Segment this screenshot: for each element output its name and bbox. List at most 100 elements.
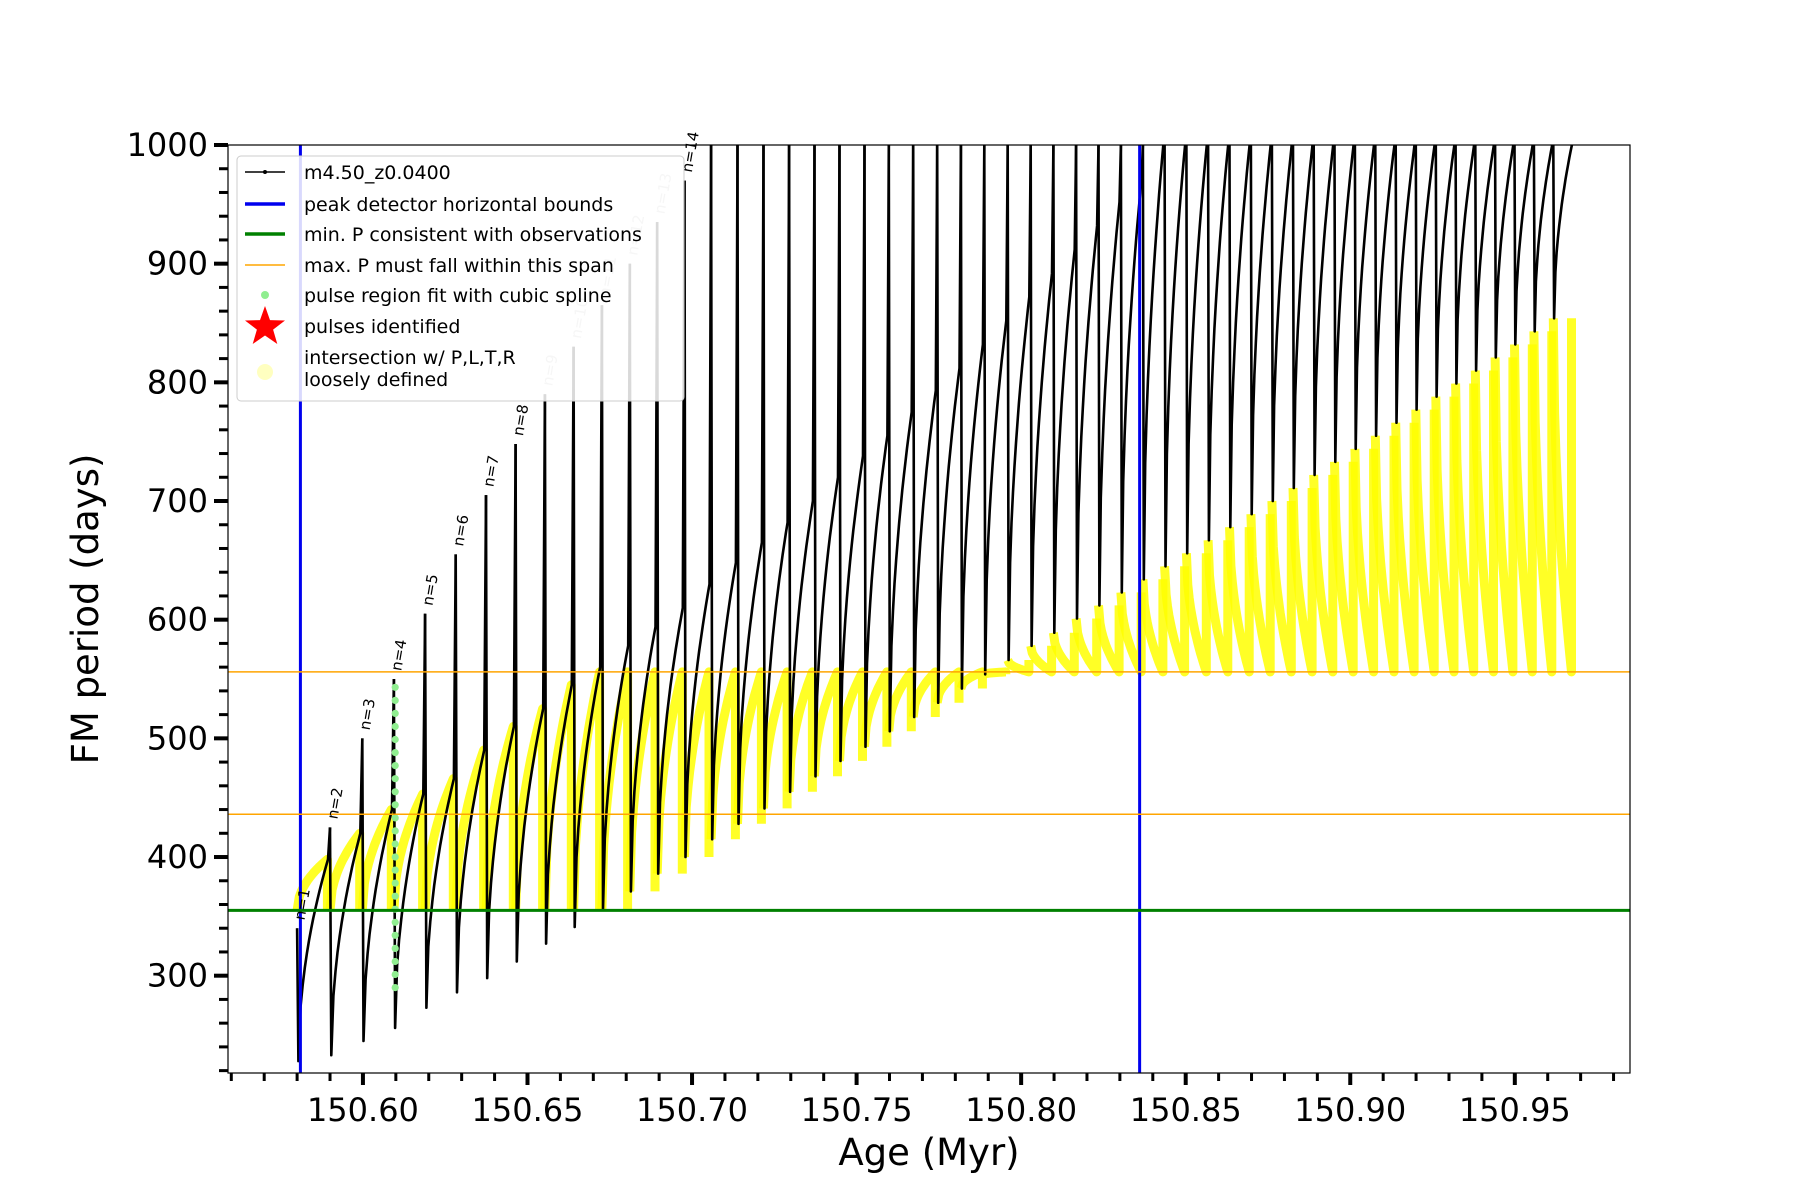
black-series-group [295, 145, 1574, 1063]
yellow-pulse-4 [389, 789, 428, 911]
yellow-pulse-24 [932, 667, 964, 704]
black-pulse-51 [1513, 145, 1534, 346]
x-tick-label: 150.70 [636, 1091, 748, 1129]
green-point [391, 814, 399, 822]
black-pulse-13 [655, 180, 686, 875]
x-tick-label: 150.85 [1130, 1091, 1242, 1129]
black-pulse-10 [572, 305, 604, 929]
black-pulse-41 [1312, 145, 1335, 477]
black-pulse-3 [361, 678, 396, 1043]
green-point [391, 853, 399, 861]
yellow-pulse-3 [357, 805, 396, 911]
legend-handle-pale-circle [257, 364, 273, 380]
green-point [391, 984, 399, 992]
x-tick-label: 150.60 [307, 1091, 419, 1129]
black-pulse-49 [1474, 145, 1496, 372]
y-tick-label: 400 [147, 838, 208, 876]
green-point [391, 735, 399, 744]
black-pulse-5 [423, 554, 457, 1009]
black-pulse-15 [709, 145, 739, 841]
black-pulse-26 [983, 145, 1009, 676]
black-pulse-6 [454, 495, 488, 994]
yellow-pulse-22 [884, 667, 916, 732]
yellow-pulse-42 [1330, 461, 1358, 677]
y-tick-label: 500 [147, 719, 208, 757]
green-point [391, 827, 399, 835]
green-point [391, 722, 399, 731]
yellow-pulse-47 [1431, 396, 1459, 677]
black-pulse-47 [1434, 145, 1456, 398]
black-pulse-43 [1353, 145, 1376, 451]
yellow-pulse-21 [860, 667, 892, 748]
yellow-pulse-10 [569, 667, 605, 911]
black-pulse-21 [863, 145, 891, 748]
black-pulse-17 [762, 145, 791, 810]
yellow-pulse-18 [784, 667, 817, 793]
black-pulse-30 [1074, 145, 1100, 620]
yellow-pulse-31 [1094, 605, 1124, 677]
legend-label-1: m4.50_z0.0400 [304, 162, 451, 184]
yellow-pulse-25 [956, 667, 987, 691]
y-tick-label: 1000 [127, 126, 208, 164]
pulse-label-1: n=1 [291, 887, 314, 921]
legend-label-6: pulses identified [304, 316, 460, 338]
green-point [391, 970, 399, 979]
black-pulse-40 [1291, 145, 1314, 490]
green-point [391, 788, 399, 796]
black-pulse-9 [543, 346, 575, 945]
y-tick-label: 900 [147, 245, 208, 283]
black-pulse-1 [295, 827, 332, 1063]
black-pulse-27 [1006, 145, 1032, 662]
green-point [391, 931, 399, 939]
legend-box [236, 155, 685, 402]
yellow-pulse-30 [1071, 618, 1102, 677]
yellow-pulse-50 [1490, 357, 1518, 677]
y-tick-label: 300 [147, 957, 208, 995]
green-point [391, 918, 399, 926]
x-tick-label: 150.80 [965, 1091, 1077, 1129]
green-point [391, 944, 399, 953]
yellow-pulse-40 [1288, 487, 1317, 677]
yellow-pulse-52 [1529, 331, 1557, 677]
yellow-pulse-28 [1026, 644, 1057, 677]
yellow-pulse-44 [1370, 435, 1399, 677]
y-axis-label: FM period (days) [64, 454, 107, 765]
x-tick-label: 150.65 [472, 1091, 584, 1129]
legend-label-2: peak detector horizontal bounds [304, 194, 613, 216]
y-tick-label: 700 [147, 482, 208, 520]
black-pulse-12 [628, 222, 659, 893]
yellow-pulse-15 [706, 667, 740, 840]
legend-handle-green-dot [261, 291, 269, 299]
axes: 150.60 150.65 150.70 150.75 150.80 150.85 150.… [127, 126, 1616, 1129]
legend-label-5: pulse region fit with cubic spline [304, 285, 612, 307]
pulse-label-6: n=6 [449, 513, 472, 547]
legend-label-7: loosely defined [304, 369, 448, 391]
pulse-label-7: n=7 [480, 454, 503, 488]
yellow-pulse-36 [1203, 540, 1233, 677]
black-pulse-53 [1552, 145, 1574, 320]
black-pulse-42 [1333, 145, 1355, 464]
black-pulse-16 [736, 145, 765, 826]
black-pulse-20 [838, 145, 866, 763]
black-pulse-8 [514, 394, 547, 963]
yellow-pulse-6 [451, 745, 489, 911]
yellow-pulse-17 [759, 667, 792, 809]
yellow-pulse-51 [1510, 344, 1537, 677]
black-pulse-22 [887, 145, 915, 733]
pulse-label-2: n=2 [324, 786, 347, 820]
legend-handle-black-dot [263, 170, 267, 174]
black-pulse-24 [935, 145, 963, 704]
yellow-pulse-39 [1267, 500, 1296, 677]
yellow-pulse-38 [1246, 513, 1275, 677]
green-point [391, 840, 399, 848]
pulse-label-5: n=5 [419, 573, 442, 607]
black-pulse-7 [484, 443, 517, 980]
green-point [391, 866, 399, 874]
legend-label-3: min. P consistent with observations [304, 224, 642, 246]
series-layer [292, 145, 1576, 1063]
black-pulse-37 [1228, 145, 1251, 529]
green-point [391, 749, 399, 757]
yellow-pulse-19 [810, 667, 842, 777]
green-point [391, 957, 399, 966]
